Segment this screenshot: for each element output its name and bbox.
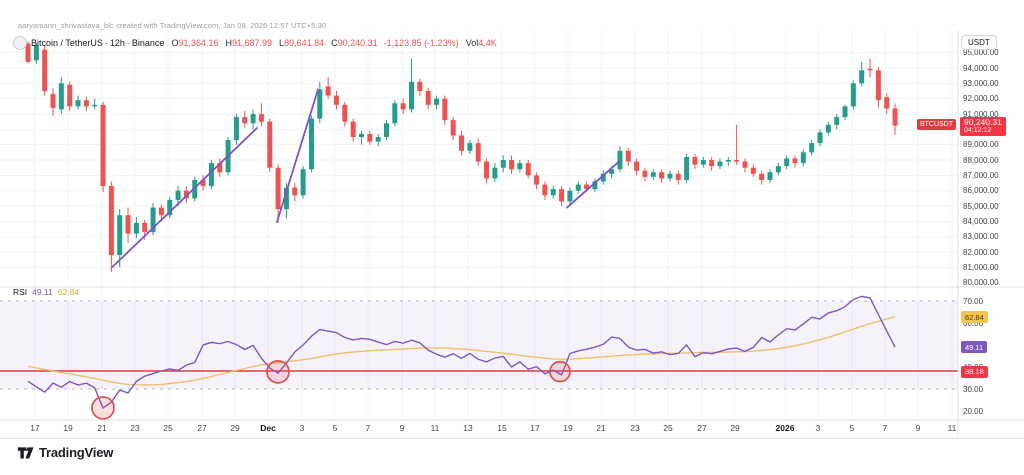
price-axis-label: 84,000.00 [963, 216, 999, 226]
time-axis-label: 5 [849, 423, 855, 433]
rsi-level-chip: 38.18 [961, 365, 988, 378]
price-axis-label: 85,000.00 [963, 201, 999, 211]
price-axis-label: 87,000.00 [963, 170, 999, 180]
watermark: aaryamann_shrivastava_blc created with T… [18, 21, 327, 30]
price-axis-label: 89,000.00 [963, 140, 999, 150]
tradingview-logo-icon [17, 447, 34, 459]
interval-label: 12h [109, 38, 125, 48]
time-axis-label: 25 [663, 423, 673, 433]
price-axis-label: 92,000.00 [963, 94, 999, 104]
time-axis-label: 7 [882, 423, 888, 433]
bar-countdown: 04:12:12 [964, 126, 992, 134]
exchange-label: Binance [131, 38, 165, 48]
ohlc-open: O91,364.16 [171, 38, 219, 48]
symbol-legend: Bitcoin / TetherUS -12h - Binance O91,364.1… [13, 36, 497, 50]
ohlc-high: H91,687.99 [225, 38, 273, 48]
time-axis-label: 17 [30, 423, 40, 433]
rsi-axis-label: 30.00 [963, 384, 984, 394]
time-axis-label: 27 [697, 423, 707, 433]
time-axis-label: Dec [260, 423, 276, 433]
rsi-ma-value: 62.84 [57, 287, 80, 297]
time-axis-label: 5 [332, 423, 338, 433]
time-axis-label: 9 [399, 423, 405, 433]
change-value: -1,123.85 (-1.23%) [383, 38, 459, 48]
price-axis-label: 83,000.00 [963, 232, 999, 242]
time-axis-label: 29 [230, 423, 240, 433]
time-axis-label: 27 [197, 423, 207, 433]
symbol-name: Bitcoin / TetherUS [31, 38, 103, 48]
price-axis-label: 86,000.00 [963, 186, 999, 196]
volume-value: Vol4.4K [465, 38, 497, 48]
time-axis-label: 19 [63, 423, 73, 433]
footer-logo[interactable]: TradingView [17, 444, 113, 461]
price-axis-label: 93,000.00 [963, 78, 999, 88]
time-axis-label: 29 [730, 423, 740, 433]
rsi-title: RSI [13, 287, 28, 297]
last-price-value: 90,240.31 [964, 116, 1002, 127]
price-axis-label: 91,000.00 [963, 109, 999, 119]
time-axis-label: 21 [97, 423, 107, 433]
rsi-axis-label: 20.00 [963, 406, 984, 416]
time-axis-label: 3 [815, 423, 821, 433]
price-axis-label: 88,000.00 [963, 155, 999, 165]
symbol-title[interactable]: Bitcoin / TetherUS -12h - Binance [31, 38, 165, 48]
time-axis-label: 25 [163, 423, 173, 433]
price-axis-label: 82,000.00 [963, 247, 999, 257]
time-axis-label: 23 [630, 423, 640, 433]
time-axis-label: 7 [365, 423, 371, 433]
time-axis-label: 11 [947, 423, 957, 433]
symbol-icon [13, 36, 27, 50]
symbol-price-tag: BTCUSDT [916, 119, 956, 131]
time-axis-label: 23 [130, 423, 140, 433]
time-axis-label: 21 [596, 423, 606, 433]
ohlc-close: C90,240.31 [331, 38, 378, 48]
rsi-axis-label: 70.00 [963, 296, 984, 306]
price-axis-label: 94,000.00 [963, 63, 999, 73]
price-axis-label: 81,000.00 [963, 262, 999, 272]
rsi-ma-chip: 62.84 [961, 311, 988, 324]
time-axis-label: 3 [299, 423, 305, 433]
time-axis-label: 13 [463, 423, 473, 433]
rsi-value-chip: 49.11 [961, 341, 988, 354]
last-price-label: 90,240.31 04:12:12 [960, 116, 1006, 136]
time-axis-label: 15 [497, 423, 507, 433]
time-axis-label: 2026 [775, 423, 795, 433]
rsi-value: 49.11 [32, 287, 53, 297]
time-axis-label: 11 [430, 423, 440, 433]
ohlc-low: L89,641.84 [279, 38, 325, 48]
time-axis-label: 19 [563, 423, 573, 433]
price-axis-label: 80,000.00 [963, 278, 999, 288]
time-axis-label: 17 [530, 423, 540, 433]
rsi-legend[interactable]: RSI 49.11 62.84 [13, 287, 79, 297]
currency-toggle-button[interactable]: USDT [961, 35, 997, 50]
price-axis-label: 95,000.00 [963, 48, 999, 58]
tradingview-brand-text: TradingView [39, 445, 114, 460]
time-axis-label: 9 [915, 423, 921, 433]
